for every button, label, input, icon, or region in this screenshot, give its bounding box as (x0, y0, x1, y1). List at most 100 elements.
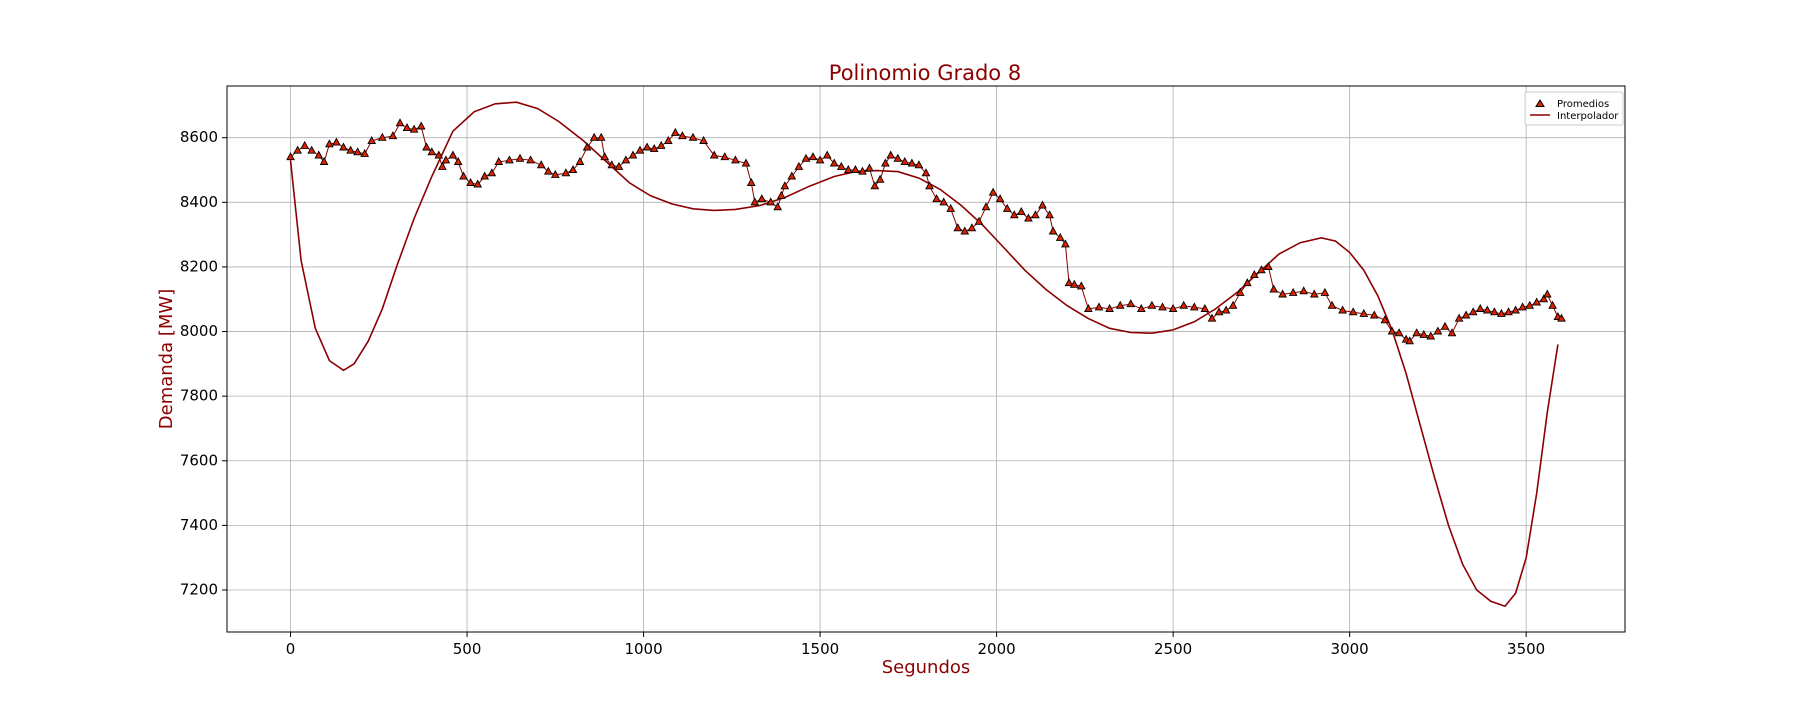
x-tick-label: 500 (453, 640, 482, 658)
data-point-promedio (794, 161, 804, 170)
data-point-promedio (1288, 287, 1298, 296)
data-point-promedio (1264, 261, 1273, 270)
data-point-promedio (893, 153, 903, 162)
data-point-promedio (886, 150, 896, 159)
x-tick-label: 3500 (1507, 640, 1545, 658)
data-point-promedio (1548, 300, 1557, 309)
data-point-promedio (402, 123, 412, 132)
data-point-promedio (678, 131, 687, 140)
data-point-promedio (870, 181, 880, 190)
x-tick-label: 1500 (801, 640, 839, 658)
data-point-promedio (649, 144, 659, 153)
data-point-promedio (422, 142, 431, 151)
marker-layer (286, 118, 1566, 345)
data-point-promedio (332, 137, 341, 146)
data-point-promedio (1002, 203, 1012, 212)
data-point-promedio (1257, 265, 1266, 274)
data-point-promedio (480, 171, 490, 180)
data-point-promedio (346, 145, 355, 154)
data-point-promedio (473, 179, 483, 188)
data-point-promedio (900, 156, 910, 165)
data-point-promedio (635, 145, 645, 154)
y-tick-label: 8200 (180, 257, 218, 275)
data-point-promedio (582, 142, 592, 151)
data-point-promedio (1189, 302, 1199, 311)
data-point-promedio (621, 155, 631, 164)
data-point-promedio (1249, 270, 1259, 279)
data-point-promedio (1405, 336, 1415, 345)
data-point-promedio (1048, 226, 1058, 235)
data-point-promedio (787, 171, 797, 180)
data-point-promedio (416, 121, 426, 130)
data-point-promedio (319, 156, 329, 165)
data-point-promedio (642, 142, 652, 151)
data-point-promedio (1348, 307, 1358, 316)
data-point-promedio (981, 202, 991, 211)
data-point-promedio (1009, 210, 1019, 219)
data-point-promedio (1147, 300, 1157, 309)
data-point-promedio (1433, 326, 1443, 335)
data-point-promedio (773, 202, 783, 211)
data-point-promedio (575, 156, 585, 165)
data-point-promedio (766, 197, 776, 206)
data-point-promedio (1504, 307, 1513, 316)
data-point-promedio (596, 132, 606, 141)
data-point-promedio (325, 139, 334, 148)
data-point-promedio (1511, 305, 1520, 314)
legend: Promedios Interpolador (1524, 91, 1624, 126)
data-point-promedio (367, 135, 377, 144)
x-tick-label: 2500 (1154, 640, 1192, 658)
y-tick-label: 8400 (180, 193, 218, 211)
grid-layer (227, 86, 1625, 632)
data-point-promedio (543, 166, 553, 175)
data-point-promedio (914, 160, 924, 169)
legend-label-interpolador: Interpolador (1557, 111, 1619, 122)
data-point-promedio (851, 165, 860, 174)
data-point-promedio (1309, 289, 1319, 298)
data-point-promedio (1105, 303, 1114, 312)
data-point-promedio (1419, 329, 1429, 338)
data-point-promedio (967, 223, 977, 232)
data-point-promedio (875, 174, 885, 183)
data-point-promedio (1179, 300, 1189, 309)
data-point-promedio (307, 145, 317, 154)
data-point-promedio (1278, 289, 1287, 298)
data-point-promedio (731, 155, 740, 164)
y-tick-label: 7200 (180, 581, 218, 599)
data-point-promedio (1557, 313, 1566, 322)
y-axis-title: Demanda [MW] (156, 289, 177, 429)
data-point-promedio (843, 165, 853, 174)
data-point-promedio (1497, 308, 1506, 317)
data-point-promedio (822, 150, 832, 159)
data-point-promedio (505, 155, 514, 164)
data-point-promedio (487, 168, 497, 177)
data-point-promedio (815, 155, 825, 164)
data-point-promedio (1038, 200, 1047, 209)
data-point-promedio (932, 194, 941, 203)
data-point-promedio (293, 145, 302, 154)
data-point-promedio (1338, 305, 1347, 314)
data-point-promedio (1228, 300, 1238, 309)
data-point-promedio (448, 150, 458, 159)
data-point-promedio (1045, 210, 1054, 219)
data-point-promedio (1168, 303, 1178, 312)
data-point-promedio (1359, 308, 1369, 317)
data-point-promedio (946, 203, 956, 212)
chart-title: Polinomio Grado 8 (829, 61, 1021, 85)
data-point-promedio (453, 156, 463, 165)
data-point-promedio (1369, 310, 1379, 319)
data-point-promedio (974, 216, 984, 225)
data-point-promedio (360, 148, 370, 157)
x-tick-label: 3000 (1331, 640, 1369, 658)
data-point-promedio (607, 160, 617, 169)
data-point-promedio (1242, 278, 1252, 287)
data-point-promedio (314, 150, 324, 159)
data-point-promedio (1024, 213, 1033, 222)
data-point-promedio (466, 177, 475, 186)
data-point-promedio (960, 226, 970, 235)
data-point-promedio (1532, 297, 1542, 306)
data-point-promedio (409, 124, 419, 133)
data-point-promedio (1269, 284, 1279, 293)
data-point-promedio (1525, 300, 1535, 309)
data-point-promedio (1235, 287, 1245, 296)
